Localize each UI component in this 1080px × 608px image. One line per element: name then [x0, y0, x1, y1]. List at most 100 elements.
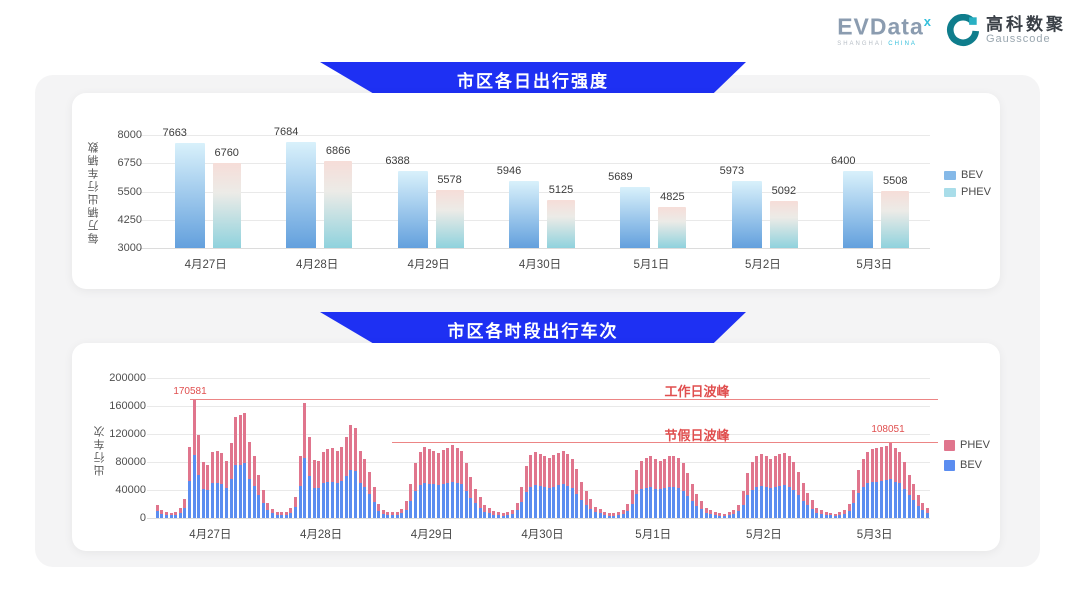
bev-segment — [501, 515, 505, 518]
stacked-bar — [197, 434, 201, 518]
stacked-bar — [695, 493, 699, 518]
stacked-bar — [667, 456, 671, 518]
stacked-bar — [524, 465, 528, 518]
phev-segment — [607, 513, 611, 516]
legend-label: BEV — [961, 169, 984, 181]
stacked-bar — [686, 473, 690, 518]
phev-segment — [603, 511, 607, 515]
stacked-bar — [561, 450, 565, 518]
stacked-bar — [164, 512, 168, 518]
evdata-sup-x: x — [923, 14, 932, 30]
stacked-bar — [653, 459, 657, 518]
phev-segment — [354, 428, 358, 472]
stacked-bar — [584, 491, 588, 518]
x-tick-label: 4月29日 — [407, 259, 450, 271]
bev-segment — [234, 465, 238, 518]
stacked-bar — [469, 477, 473, 518]
bev-segment — [275, 514, 279, 518]
stacked-bar — [630, 490, 634, 518]
stacked-bar — [414, 463, 418, 518]
phev-segment — [377, 504, 381, 511]
bev-segment — [676, 487, 680, 518]
bev-segment — [533, 485, 537, 518]
x-tick-label: 5月1日 — [635, 529, 672, 541]
phev-segment — [796, 471, 800, 495]
stacked-bar — [321, 451, 325, 519]
phev-segment — [524, 465, 528, 492]
legend-item-bev[interactable]: BEV — [944, 169, 991, 181]
stacked-bar — [395, 511, 399, 518]
legend-item-bev[interactable]: BEV — [944, 459, 990, 471]
bev-segment — [667, 487, 671, 518]
phev-segment — [261, 490, 265, 504]
bev-segment — [326, 481, 330, 518]
evdata-wordmark: EVDatax — [837, 15, 932, 39]
phev-segment — [732, 510, 736, 515]
phev-bar — [435, 189, 464, 248]
stacked-bar — [497, 512, 501, 518]
bev-segment — [164, 515, 168, 518]
stacked-bar — [879, 447, 883, 518]
bev-segment — [524, 491, 528, 518]
gridline — [147, 490, 930, 491]
legend-label: PHEV — [961, 186, 991, 198]
phev-segment — [280, 512, 284, 516]
bev-segment — [257, 495, 261, 518]
bev-value-label: 7663 — [162, 126, 187, 139]
bev-bar — [509, 181, 539, 248]
legend-item-phev[interactable]: PHEV — [944, 186, 991, 198]
stacked-bar — [829, 513, 833, 518]
bev-segment — [183, 508, 187, 518]
bev-segment — [446, 483, 450, 518]
y-tick-label: 200000 — [109, 372, 146, 384]
evdata-text: EVData — [837, 13, 924, 40]
stacked-bar — [736, 504, 740, 518]
phev-segment — [474, 488, 477, 504]
phev-segment — [400, 508, 404, 514]
stacked-bar — [566, 453, 570, 518]
bev-segment — [736, 511, 740, 518]
stacked-bar — [160, 510, 164, 518]
bev-segment — [732, 514, 736, 518]
bev-segment — [912, 500, 916, 518]
bev-segment — [160, 514, 164, 518]
holiday-peak-label: 节假日波峰 — [664, 428, 730, 444]
bev-segment — [367, 493, 371, 518]
phev-segment — [201, 462, 205, 489]
stacked-bar — [819, 509, 823, 518]
stacked-bar — [746, 472, 750, 518]
phev-segment — [916, 494, 920, 506]
holiday-peak-line — [392, 442, 938, 444]
bev-segment — [201, 488, 205, 518]
bev-segment — [875, 481, 879, 518]
stacked-bar — [593, 506, 597, 518]
bev-segment — [570, 488, 574, 518]
phev-segment — [879, 447, 883, 482]
phev-segment — [723, 513, 727, 516]
chart-legend: BEV PHEV — [944, 169, 991, 198]
phev-segment — [709, 509, 713, 514]
bev-value-label: 6388 — [385, 155, 410, 168]
phev-segment — [681, 463, 685, 491]
workday-peak-label: 工作日波峰 — [664, 383, 730, 399]
legend-item-phev[interactable]: PHEV — [944, 439, 990, 451]
stacked-bar — [506, 512, 510, 518]
phev-segment — [764, 456, 768, 488]
header-logos: EVDatax SHANGHAI CHINA 高科数聚 Gausscode — [837, 14, 1066, 48]
evdata-logo: EVDatax SHANGHAI CHINA — [837, 15, 932, 47]
phev-segment — [215, 450, 219, 484]
phev-segment — [441, 450, 445, 485]
phev-segment — [912, 484, 916, 501]
phev-segment — [271, 508, 275, 514]
stacked-bar — [843, 510, 847, 518]
phev-segment — [787, 455, 791, 487]
phev-segment — [506, 512, 510, 516]
stacked-bar — [847, 504, 851, 518]
stacked-bar — [169, 513, 173, 518]
phev-segment — [317, 460, 321, 489]
chart-legend: PHEV BEV — [944, 439, 990, 471]
phev-segment — [464, 463, 468, 491]
bev-segment — [815, 512, 819, 518]
phev-segment — [806, 492, 810, 506]
bev-value-label: 5973 — [719, 164, 745, 177]
